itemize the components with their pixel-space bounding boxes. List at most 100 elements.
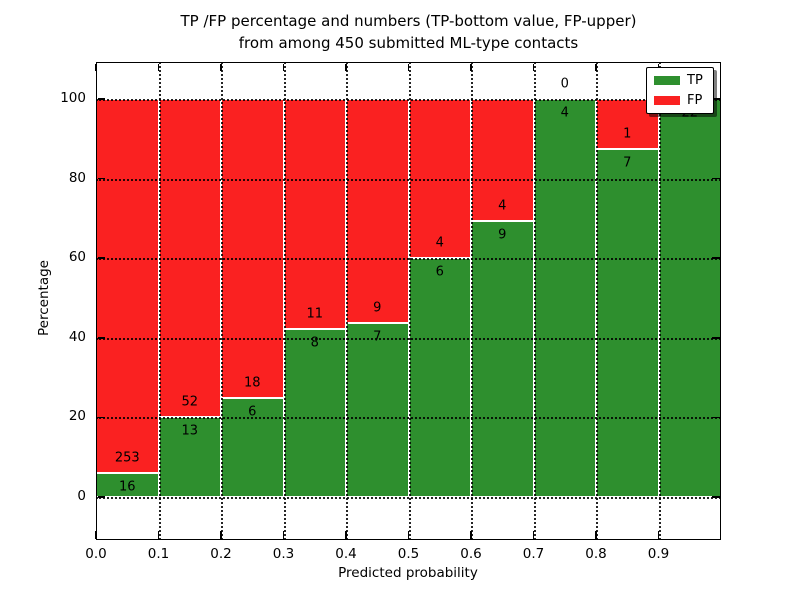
x-tick-top [470,63,472,71]
tp-count-label: 16 [118,479,136,495]
x-tick-top [345,63,347,71]
y-tick-label: 0 [77,488,86,504]
y-axis-title: Percentage [36,260,52,336]
x-tick-bottom [657,531,660,539]
y-tick-label: 100 [60,90,86,106]
fp-count-label: 11 [306,306,324,322]
y-tick-left [97,416,105,419]
fp-count-label: 4 [435,235,444,251]
x-tick-label: 0.4 [335,546,357,562]
legend-label-fp: FP [687,93,703,108]
x-axis-title: Predicted probability [338,565,478,581]
tp-count-label: 6 [248,404,257,419]
tp-bar-segment [533,99,596,497]
gridline-vertical [221,62,223,540]
y-tick-right [712,416,720,419]
chart-title-line1: TP /FP percentage and numbers (TP-bottom… [180,12,637,30]
legend-item-tp: TP [654,74,706,87]
x-tick-bottom [345,531,347,539]
y-tick-left [97,177,105,180]
y-tick-label: 60 [68,249,86,266]
x-tick-label: 0.7 [522,546,545,562]
y-tick-right [712,257,720,259]
x-tick-label: 0.9 [647,546,670,562]
x-tick-top [595,63,597,71]
x-tick-label: 0.5 [397,546,420,562]
y-tick-right [712,496,720,498]
fp-count-label: 18 [243,375,261,390]
tp-bar-segment [283,329,346,497]
y-tick-right [712,337,720,339]
tp-count-label: 7 [623,155,632,171]
gridline-vertical [533,62,536,540]
y-tick-left [97,337,105,339]
fp-count-label: 0 [560,76,569,92]
gridline-vertical [283,62,286,540]
x-tick-label: 0.6 [460,546,482,562]
x-tick-label: 0.0 [85,546,107,562]
fp-count-label: 1 [623,126,632,142]
tp-bar-segment [408,258,471,497]
x-tick-bottom [595,531,597,539]
fp-bar-segment [96,99,159,474]
x-tick-label: 0.3 [272,546,295,562]
gridline-vertical [596,62,598,540]
tp-bar-segment [658,99,721,497]
x-tick-top [407,63,410,71]
fp-count-label: 52 [181,394,199,410]
fp-count-label: 4 [498,198,507,214]
fp-bar-segment [221,99,284,398]
legend-item-fp: FP [654,94,706,107]
tp-count-label: 6 [435,264,444,280]
legend-label-tp: TP [687,73,703,88]
chart-title-line2: from among 450 submitted ML-type contact… [238,34,579,52]
x-tick-bottom [95,531,97,539]
chart-title: TP /FP percentage and numbers (TP-bottom… [96,10,721,54]
tp-bar-segment [596,148,659,497]
x-tick-top [157,63,160,71]
gridline-vertical [658,62,661,540]
y-tick-right [712,98,720,100]
gridline-vertical [346,62,348,540]
fp-bar-segment [283,99,346,330]
tp-count-label: 7 [373,329,382,345]
y-tick-label: 20 [68,408,86,425]
x-tick-label: 0.8 [585,546,607,562]
x-tick-bottom [470,531,472,539]
tp-bar-segment [158,417,221,497]
y-tick-left [97,257,105,259]
x-tick-top [220,63,222,71]
x-tick-top [532,63,535,71]
x-tick-bottom [220,531,222,539]
y-tick-left [97,98,105,100]
x-tick-top [282,63,285,71]
tp-count-label: 13 [181,423,199,439]
tp-count-label: 9 [498,227,507,243]
x-tick-bottom [157,531,160,539]
gridline-vertical [408,62,411,540]
gridline-vertical [471,62,473,540]
x-tick-bottom [407,531,410,539]
tp-bar-segment [471,221,534,497]
tp-count-label: 4 [560,105,569,121]
gridline-vertical [158,62,161,540]
x-tick-bottom [532,531,535,539]
x-tick-top [95,63,97,71]
x-tick-label: 0.2 [210,546,232,562]
fp-count-label: 9 [373,300,382,316]
y-tick-right [712,177,720,180]
legend-swatch-fp [654,96,680,105]
fp-bar-segment [346,99,409,323]
legend: TP FP [646,67,714,114]
x-tick-label: 0.1 [147,546,170,562]
y-tick-left [97,496,105,498]
tp-bar-segment [346,322,409,497]
x-tick-bottom [282,531,285,539]
tp-count-label: 8 [310,335,319,351]
fp-count-label: 253 [114,450,140,466]
y-tick-label: 40 [68,328,86,345]
y-tick-label: 80 [68,169,86,186]
legend-swatch-tp [654,76,680,85]
